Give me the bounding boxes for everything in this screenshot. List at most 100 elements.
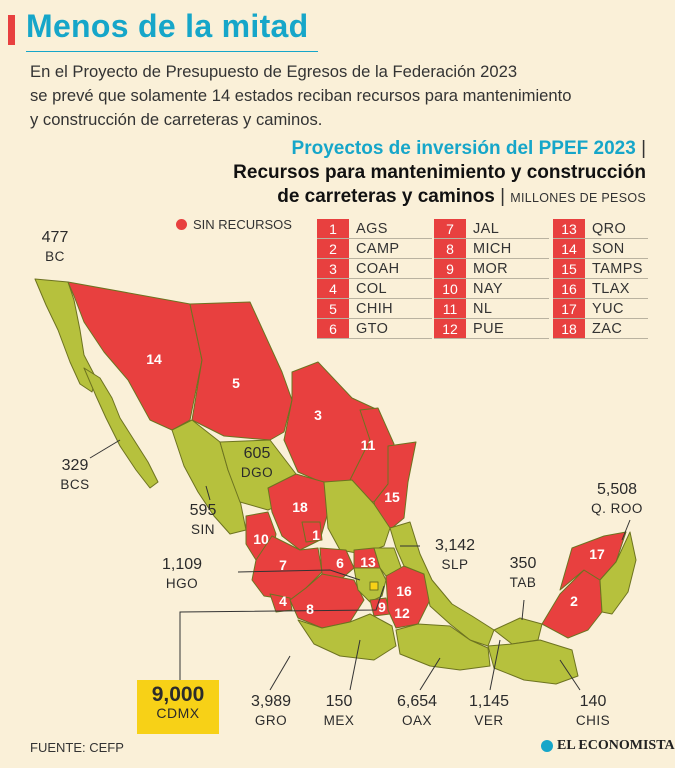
state-abbr: NAY [473, 280, 503, 297]
state-name: TAB [509, 575, 537, 590]
label-chis: 140 CHIS [566, 692, 620, 730]
state-abbr: TLAX [592, 280, 630, 297]
list-item: 13 QRO [553, 219, 648, 239]
subtitle-line1: Proyectos de inversión del PPEF 2023 [291, 138, 636, 159]
state-value: 3,142 [434, 537, 476, 554]
state-name: GRO [254, 713, 288, 728]
list-item: 3 COAH [317, 259, 432, 279]
subtitle-line3-wrap: de carreteras y caminos | MILLONES DE PE… [277, 186, 646, 208]
map-num-coah: 3 [314, 407, 322, 423]
state-number-badge: 18 [553, 319, 585, 338]
state-yuc [559, 531, 627, 591]
list-item: 17 YUC [553, 299, 648, 319]
label-gro: 3,989 GRO [244, 692, 298, 730]
state-value: 3,989 [250, 693, 292, 710]
title-underline [26, 51, 318, 52]
state-chih [189, 301, 293, 441]
state-chis [487, 639, 579, 685]
state-cdmx [369, 581, 379, 591]
brand-logo: EL ECONOMISTA [541, 738, 675, 754]
map-num-son: 14 [146, 351, 162, 367]
map-num-tlax: 16 [396, 583, 412, 599]
map-num-mor: 9 [378, 599, 386, 615]
list-item: 6 GTO [317, 319, 432, 339]
list-item: 11 NL [434, 299, 549, 319]
state-number-badge: 3 [317, 259, 349, 278]
state-abbr: CAMP [356, 240, 400, 257]
state-number-badge: 14 [553, 239, 585, 258]
state-tab [493, 617, 543, 645]
list-item: 16 TLAX [553, 279, 648, 299]
state-number-badge: 6 [317, 319, 349, 338]
label-hgo: 1,109 HGO [155, 555, 209, 593]
label-sin: 595 SIN [182, 501, 224, 539]
state-name: BC [45, 249, 65, 264]
state-name: OAX [401, 713, 432, 728]
state-number-badge: 10 [434, 279, 466, 298]
list-item: 10 NAY [434, 279, 549, 299]
state-son [67, 281, 203, 431]
state-value: 6,654 [396, 693, 438, 710]
state-abbr: COL [356, 280, 388, 297]
label-cdmx-highlight: 9,000 CDMX [137, 680, 219, 734]
state-abbr: NL [473, 300, 493, 317]
map-num-chih: 5 [232, 375, 240, 391]
list-item: 9 MOR [434, 259, 549, 279]
map-num-qro: 13 [360, 554, 376, 570]
state-name: CHIS [575, 713, 611, 728]
label-bcs: 329 BCS [54, 456, 96, 494]
map-num-gto: 6 [336, 555, 344, 571]
state-number-badge: 11 [434, 299, 466, 318]
map-num-nay: 10 [253, 531, 269, 547]
state-abbr: TAMPS [592, 260, 643, 277]
list-item: 5 CHIH [317, 299, 432, 319]
state-value: 1,145 [468, 693, 510, 710]
state-number-badge: 5 [317, 299, 349, 318]
state-jal [251, 535, 323, 601]
state-name: SLP [441, 557, 469, 572]
label-ver: 1,145 VER [462, 692, 516, 730]
list-item: 4 COL [317, 279, 432, 299]
list-item: 12 PUE [434, 319, 549, 339]
state-ags [301, 521, 323, 543]
intro-line: se prevé que solamente 14 estados reciba… [30, 86, 572, 105]
state-col [269, 593, 293, 613]
no-resources-dot-icon [176, 219, 187, 230]
brand-name: EL ECONOMISTA [557, 738, 675, 753]
state-number-badge: 13 [553, 219, 585, 238]
list-item: 18 ZAC [553, 319, 648, 339]
state-number-badge: 2 [317, 239, 349, 258]
state-abbr: COAH [356, 260, 400, 277]
state-value: 350 [509, 555, 537, 572]
state-slp [323, 479, 391, 555]
map-num-mich: 8 [306, 601, 314, 617]
list-item: 2 CAMP [317, 239, 432, 259]
list-item: 14 SON [553, 239, 648, 259]
intro-line: En el Proyecto de Presupuesto de Egresos… [30, 62, 518, 81]
state-list-col2: 7 JAL 8 MICH 9 MOR 10 NAY 11 NL 12 PUE [434, 219, 549, 339]
state-name: CDMX [156, 705, 200, 721]
map-num-pue: 12 [394, 605, 410, 621]
state-abbr: CHIH [356, 300, 394, 317]
state-abbr: SON [592, 240, 625, 257]
state-abbr: JAL [473, 220, 500, 237]
subtitle-line2: Recursos para mantenimiento y construcci… [233, 162, 646, 183]
state-name: Q. ROO [591, 501, 643, 516]
map-num-nl: 11 [361, 437, 376, 453]
state-number-badge: 17 [553, 299, 585, 318]
state-value: 1,109 [161, 556, 203, 573]
state-number-badge: 8 [434, 239, 466, 258]
page-title: Menos de la mitad [26, 8, 309, 44]
state-value: 329 [61, 457, 89, 474]
state-list-col1: 1 AGS 2 CAMP 3 COAH 4 COL 5 CHIH 6 GTO [317, 219, 432, 339]
label-dgo: 605 DGO [236, 444, 278, 482]
state-list-col3: 13 QRO 14 SON 15 TAMPS 16 TLAX 17 YUC 18 ZAC [553, 219, 648, 339]
chart-subtitle: Proyectos de inversión del PPEF 2023 | [292, 138, 646, 160]
state-number-badge: 12 [434, 319, 466, 338]
subtitle-separator: | [500, 186, 506, 207]
state-value: 5,508 [596, 481, 638, 498]
state-abbr: PUE [473, 320, 505, 337]
subtitle-separator: | [641, 138, 646, 159]
brand-icon [541, 740, 553, 752]
